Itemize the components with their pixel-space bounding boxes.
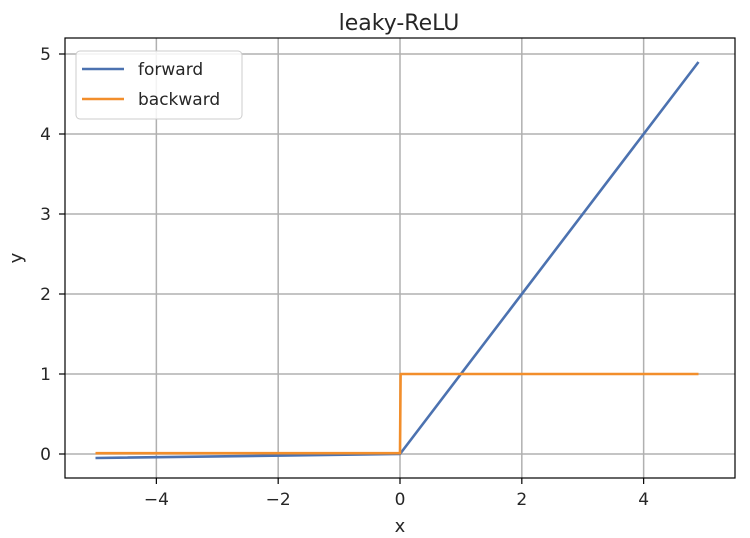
legend-label-backward: backward [138, 90, 220, 110]
ticks: −4 −2 0 2 4 0 1 2 3 4 5 [40, 45, 649, 510]
y-tick-label: 0 [40, 445, 51, 465]
y-tick-label: 1 [40, 365, 51, 385]
y-axis-label: y [6, 252, 27, 263]
series-line-forward [95, 61, 700, 460]
y-tick-label: 4 [40, 125, 51, 145]
x-tick-label: −4 [144, 490, 169, 510]
legend: forward backward [75, 50, 243, 120]
x-tick-label: 4 [638, 490, 649, 510]
y-tick-label: 5 [40, 45, 51, 65]
x-tick-label: 2 [516, 490, 527, 510]
x-axis-label: x [395, 516, 406, 537]
chart-title: leaky-ReLU [339, 11, 460, 36]
y-tick-label: 2 [40, 285, 51, 305]
x-tick-label: −2 [266, 490, 291, 510]
series-group [95, 61, 700, 460]
legend-label-forward: forward [138, 60, 203, 80]
x-tick-label: 0 [395, 490, 406, 510]
y-tick-label: 3 [40, 205, 51, 225]
series-line-backward [95, 372, 699, 455]
